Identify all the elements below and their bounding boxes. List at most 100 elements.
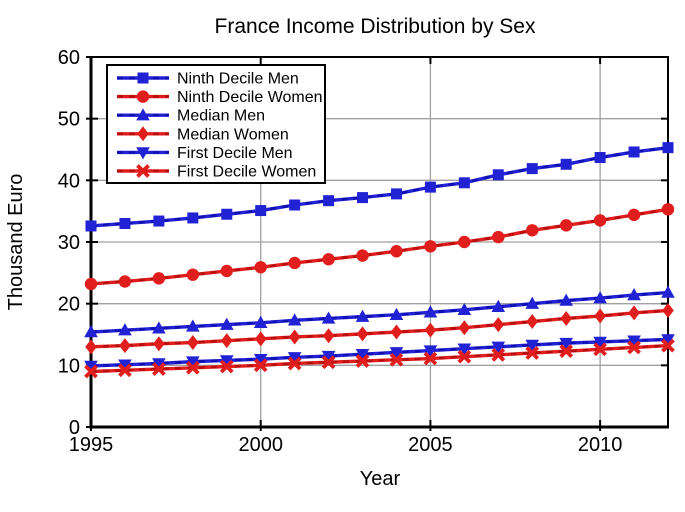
x-tick-label: 1995 bbox=[69, 434, 114, 456]
marker-triangle-down bbox=[559, 337, 573, 351]
marker-x bbox=[593, 342, 607, 357]
marker-diamond bbox=[390, 324, 403, 340]
marker-triangle-up bbox=[321, 311, 336, 324]
legend-item-first-decile-women: First Decile Women bbox=[117, 164, 316, 181]
marker-diamond bbox=[526, 314, 539, 330]
marker-triangle-down bbox=[118, 359, 132, 372]
marker-diamond bbox=[492, 317, 505, 333]
x-tick-label: 2010 bbox=[578, 434, 623, 456]
marker-triangle-up bbox=[287, 313, 302, 326]
legend-item-label: Median Women bbox=[177, 126, 289, 143]
marker-square bbox=[221, 208, 233, 220]
marker-triangle-down bbox=[627, 335, 641, 348]
marker-x bbox=[457, 349, 472, 364]
marker-triangle-down bbox=[525, 339, 540, 352]
marker-circle bbox=[152, 272, 166, 285]
marker-square bbox=[458, 177, 470, 189]
marker-x bbox=[559, 344, 574, 358]
x-tick-label: 2005 bbox=[408, 434, 453, 456]
marker-triangle-up bbox=[525, 296, 540, 309]
marker-diamond bbox=[119, 338, 131, 354]
marker-x bbox=[661, 338, 675, 353]
marker-square bbox=[137, 72, 149, 84]
marker-square bbox=[153, 215, 165, 227]
marker-diamond bbox=[254, 331, 267, 347]
marker-square bbox=[662, 142, 674, 154]
marker-triangle-up bbox=[355, 309, 370, 322]
marker-diamond bbox=[153, 336, 165, 352]
marker-circle bbox=[424, 240, 437, 253]
marker-circle bbox=[356, 249, 369, 262]
x-axis-title: Year bbox=[360, 468, 401, 490]
x-tick-label: 2000 bbox=[238, 434, 283, 456]
marker-triangle-up bbox=[84, 325, 98, 338]
marker-circle bbox=[84, 277, 98, 291]
marker-diamond bbox=[137, 126, 149, 142]
y-tick-label: 50 bbox=[58, 109, 80, 131]
marker-x bbox=[136, 164, 150, 178]
marker-circle bbox=[458, 235, 471, 249]
marker-diamond bbox=[322, 328, 335, 344]
legend-item-label: Ninth Decile Women bbox=[177, 89, 323, 106]
marker-circle bbox=[288, 256, 301, 270]
marker-circle bbox=[593, 214, 607, 227]
legend-item-ninth-decile-men: Ninth Decile Men bbox=[117, 71, 299, 88]
y-tick-label: 0 bbox=[69, 417, 80, 439]
series-line-dash-first-decile-women bbox=[90, 344, 669, 373]
marker-triangle-down bbox=[457, 343, 472, 356]
marker-square bbox=[560, 158, 572, 170]
marker-diamond bbox=[628, 305, 640, 321]
marker-x bbox=[185, 360, 200, 375]
marker-square bbox=[255, 205, 267, 217]
marker-triangle-down bbox=[219, 355, 234, 368]
series-line-dash-median-women bbox=[90, 309, 669, 349]
marker-circle bbox=[627, 208, 641, 222]
marker-circle bbox=[186, 268, 200, 281]
marker-triangle-down bbox=[152, 358, 166, 371]
series-line-dash-median-men bbox=[90, 291, 669, 334]
marker-circle bbox=[661, 203, 675, 216]
y-axis-title: Thousand Euro bbox=[5, 174, 27, 311]
legend-item-label: First Decile Women bbox=[177, 164, 316, 181]
marker-triangle-up bbox=[627, 288, 641, 301]
marker-triangle-up bbox=[593, 291, 607, 304]
series-layer bbox=[84, 142, 675, 379]
marker-triangle-down bbox=[593, 336, 607, 349]
marker-circle bbox=[220, 264, 233, 278]
marker-circle bbox=[118, 275, 132, 288]
marker-x bbox=[627, 340, 641, 355]
marker-triangle-up bbox=[219, 317, 234, 330]
marker-triangle-down bbox=[186, 356, 200, 369]
series-ninth-decile-women bbox=[84, 203, 675, 291]
legend-item-label: Median Men bbox=[177, 108, 265, 125]
series-first-decile-men bbox=[84, 334, 675, 373]
series-line-dash-ninth-decile-men bbox=[90, 146, 669, 228]
marker-triangle-up bbox=[186, 319, 200, 332]
marker-x bbox=[355, 354, 370, 368]
y-tick-label: 60 bbox=[58, 47, 80, 69]
marker-triangle-down bbox=[389, 347, 404, 360]
legend-box bbox=[106, 64, 326, 184]
marker-x bbox=[321, 355, 336, 370]
marker-x bbox=[152, 362, 166, 376]
series-line-dash-first-decile-men bbox=[90, 338, 669, 368]
marker-triangle-up bbox=[559, 293, 573, 306]
marker-circle bbox=[390, 245, 403, 258]
marker-square bbox=[323, 195, 335, 207]
series-ninth-decile-men bbox=[85, 142, 674, 232]
legend-item-first-decile-men: First Decile Men bbox=[117, 145, 293, 162]
marker-triangle-down bbox=[321, 350, 336, 364]
marker-diamond bbox=[560, 310, 572, 326]
legend-item-label: Ninth Decile Men bbox=[177, 71, 299, 88]
marker-triangle-down bbox=[661, 334, 675, 347]
tick-label-layer: 1995 2000 2005 2010 0 10 20 30 40 50 60 bbox=[58, 47, 623, 456]
y-tick-label: 40 bbox=[58, 170, 80, 192]
marker-square bbox=[424, 181, 436, 193]
y-tick-label: 10 bbox=[58, 355, 80, 377]
marker-triangle-down bbox=[423, 345, 438, 358]
marker-x bbox=[84, 364, 98, 379]
marker-x bbox=[219, 359, 234, 374]
marker-x bbox=[118, 363, 132, 378]
marker-x bbox=[253, 358, 268, 373]
